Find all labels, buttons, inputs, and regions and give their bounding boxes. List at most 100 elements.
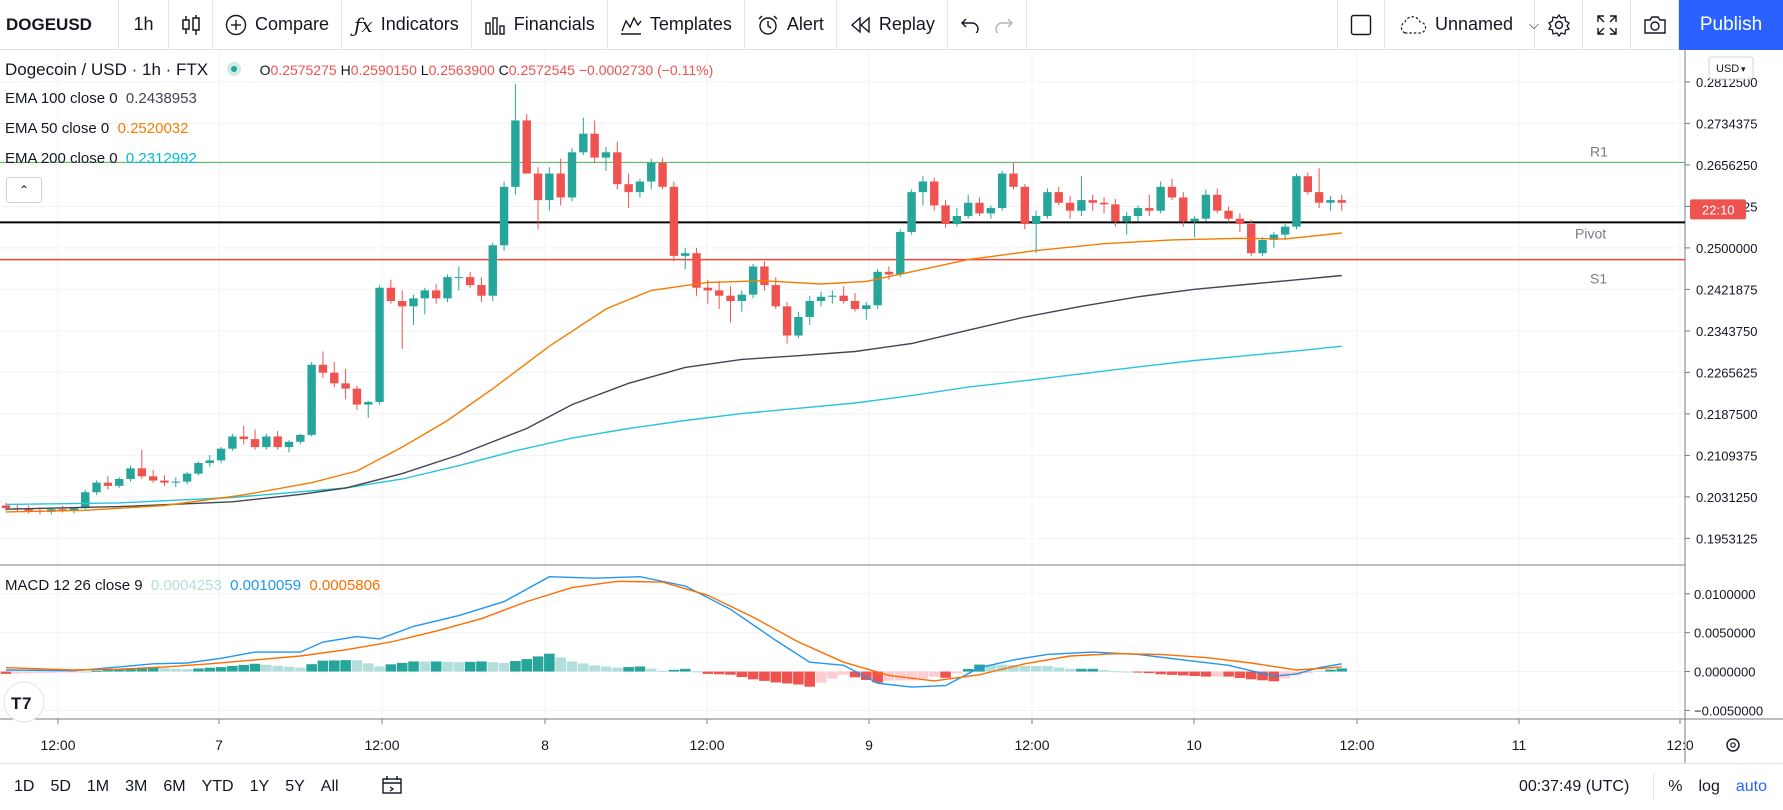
macd-tick-label: 0.0050000 bbox=[1694, 626, 1755, 641]
candle bbox=[477, 277, 486, 303]
macd-histogram-bar bbox=[419, 661, 431, 672]
indicators-button[interactable]: ƒx Indicators bbox=[342, 0, 472, 50]
range-button-6m[interactable]: 6M bbox=[163, 778, 186, 795]
redo-icon[interactable] bbox=[994, 17, 1014, 33]
candle-body bbox=[805, 301, 814, 317]
range-button-1d[interactable]: 1D bbox=[14, 778, 35, 795]
macd-histogram-bar bbox=[385, 664, 397, 672]
gear-icon[interactable] bbox=[1726, 738, 1740, 752]
range-button-1y[interactable]: 1Y bbox=[249, 778, 270, 795]
macd-histogram-bar bbox=[317, 660, 329, 672]
rewind-icon bbox=[849, 15, 871, 34]
compare-button[interactable]: Compare bbox=[213, 0, 343, 50]
candles-icon bbox=[181, 14, 201, 36]
candle-body bbox=[137, 468, 147, 477]
candle bbox=[1031, 210, 1041, 254]
time-tick-label: 12:00 bbox=[689, 737, 724, 753]
candle bbox=[386, 279, 396, 304]
ema50-legend[interactable]: EMA 50 close 0 0.2520032 bbox=[5, 120, 188, 137]
macd-histogram-bar bbox=[261, 664, 272, 672]
candle-body bbox=[737, 294, 746, 302]
templates-button[interactable]: Templates bbox=[608, 0, 745, 50]
candle bbox=[1020, 184, 1029, 230]
candle bbox=[930, 177, 939, 211]
layout-button[interactable] bbox=[1337, 0, 1385, 50]
currency-box[interactable] bbox=[1708, 56, 1754, 80]
macd-histogram-bar bbox=[702, 671, 714, 674]
range-button-5d[interactable]: 5D bbox=[50, 778, 71, 795]
range-button-ytd[interactable]: YTD bbox=[201, 778, 234, 795]
candle-body bbox=[273, 436, 282, 448]
percent-toggle[interactable]: % bbox=[1668, 778, 1683, 795]
macd-histogram-bar bbox=[781, 671, 793, 684]
range-button-5y[interactable]: 5Y bbox=[285, 778, 305, 795]
candle bbox=[1145, 194, 1154, 217]
candle-body bbox=[24, 509, 33, 511]
templates-icon bbox=[620, 15, 642, 35]
macd-histogram-bar bbox=[136, 668, 148, 672]
ema100-legend[interactable]: EMA 100 close 0 0.2438953 bbox=[5, 90, 197, 107]
candle-body bbox=[703, 287, 713, 291]
macd-histogram-bar bbox=[951, 671, 963, 674]
collapse-legend-button[interactable]: ⌃ bbox=[6, 177, 42, 203]
candle bbox=[567, 148, 577, 202]
range-button-all[interactable]: All bbox=[320, 778, 339, 795]
macd-histogram-bar bbox=[1302, 671, 1314, 674]
price-tick-label: 0.2109375 bbox=[1696, 448, 1757, 463]
chart-style-button[interactable] bbox=[169, 0, 213, 50]
range-button-1m[interactable]: 1M bbox=[86, 778, 110, 795]
candle-body bbox=[1269, 234, 1279, 240]
symbol-search-button[interactable]: DOGEUSD bbox=[0, 0, 119, 50]
time-axis-settings[interactable] bbox=[1726, 738, 1740, 752]
candle bbox=[1235, 213, 1245, 232]
macd-histogram-bar bbox=[906, 671, 917, 681]
undo-icon[interactable] bbox=[960, 17, 980, 33]
candle-body bbox=[850, 301, 860, 309]
publish-button[interactable]: Publish bbox=[1679, 0, 1783, 50]
replay-button[interactable]: Replay bbox=[837, 0, 948, 50]
candle bbox=[352, 386, 362, 410]
candle-body bbox=[964, 202, 973, 217]
auto-toggle[interactable]: auto bbox=[1735, 778, 1767, 795]
chart-canvas[interactable]: R1 Pivot S1 0.28125000.27343750.26562500… bbox=[0, 50, 1783, 763]
time-axis[interactable]: 12:00 7 12:00 8 12:00 9 12:00 10 12:00 11 12:0 bbox=[40, 719, 1694, 753]
alert-button[interactable]: Alert bbox=[745, 0, 837, 50]
price-axis[interactable]: 0.28125000.27343750.26562500.25781250.25… bbox=[1685, 75, 1757, 546]
range-button-3m[interactable]: 3M bbox=[125, 778, 148, 795]
currency-selector[interactable]: USD ▾ bbox=[1708, 56, 1754, 80]
goto-date-icon[interactable] bbox=[381, 775, 403, 800]
candle bbox=[115, 477, 124, 488]
candle-body bbox=[454, 277, 463, 279]
price-tick-label: 0.2421875 bbox=[1696, 282, 1757, 297]
interval-button[interactable]: 1h bbox=[119, 0, 169, 50]
snapshot-button[interactable] bbox=[1631, 0, 1679, 50]
candle-body bbox=[69, 508, 79, 511]
candle-body bbox=[364, 401, 373, 405]
ema50-value: 0.2520032 bbox=[117, 120, 189, 137]
macd-histogram-bar bbox=[12, 671, 23, 674]
fullscreen-button[interactable] bbox=[1583, 0, 1631, 50]
candle bbox=[726, 286, 735, 323]
candle bbox=[273, 431, 282, 450]
log-toggle[interactable]: log bbox=[1698, 778, 1720, 795]
financials-button[interactable]: Financials bbox=[472, 0, 608, 50]
settings-button[interactable] bbox=[1535, 0, 1583, 50]
macd-histogram-bar bbox=[34, 671, 46, 674]
pivot-lines: R1 Pivot S1 bbox=[0, 143, 1685, 287]
ema200-legend[interactable]: EMA 200 close 0 0.2312992 bbox=[5, 150, 197, 167]
candle-body bbox=[239, 436, 248, 440]
macd-axis[interactable]: 0.0100000 0.0050000 0.0000000 −0.0050000 bbox=[1685, 587, 1763, 719]
macd-histogram-bar bbox=[45, 671, 57, 673]
macd-histogram-bar bbox=[181, 669, 193, 672]
macd-histogram-bar bbox=[1257, 671, 1268, 681]
alert-label: Alert bbox=[786, 14, 824, 34]
layout-name-button[interactable]: Unnamed ⌵ bbox=[1385, 0, 1539, 50]
candle-body bbox=[839, 295, 848, 302]
candle-body bbox=[182, 473, 192, 482]
candle bbox=[669, 181, 679, 262]
bottom-toolbar: 1D 5D 1M 3M 6M YTD 1Y 5Y All 00:37:49 (UTC) % lo… bbox=[0, 763, 1783, 810]
macd-legend[interactable]: MACD 12 26 close 9 0.0004253 0.0010059 0… bbox=[5, 577, 380, 594]
macd-histogram-bar bbox=[1336, 668, 1348, 672]
clock-time[interactable]: 00:37:49 (UTC) bbox=[1519, 778, 1630, 795]
close-value: 0.2572545 bbox=[508, 62, 575, 78]
